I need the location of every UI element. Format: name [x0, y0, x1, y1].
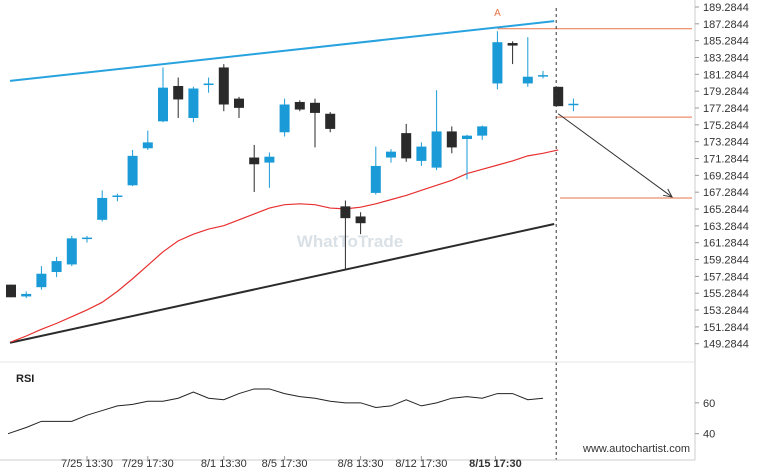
price-tick-label: 151.2844 — [703, 322, 749, 334]
candle-body — [492, 42, 503, 84]
price-tick-label: 173.2844 — [703, 137, 749, 149]
rsi-label: RSI — [16, 373, 34, 385]
price-tick-label: 157.2844 — [703, 271, 749, 283]
candle-body — [173, 85, 184, 100]
candle-body — [36, 273, 47, 288]
candle-body — [477, 126, 488, 136]
candles — [6, 31, 579, 299]
rsi-tick-label: 60 — [703, 398, 715, 410]
time-tick-label: 8/8 13:30 — [338, 458, 384, 470]
candle-body — [218, 67, 229, 105]
forecast-arrow-head — [663, 188, 673, 198]
candle-body — [264, 156, 275, 163]
price-tick-label: 183.2844 — [703, 52, 749, 64]
candle-body — [370, 165, 381, 193]
price-tick-label: 163.2844 — [703, 221, 749, 233]
candle-body — [340, 206, 351, 219]
candle-body — [234, 98, 244, 108]
watermark-text: WhatToTrade — [297, 232, 403, 251]
candle-body — [51, 261, 62, 273]
support-resistance-levels — [497, 28, 692, 199]
candle-body — [386, 151, 396, 158]
candle-body — [462, 135, 472, 140]
candle-body — [553, 86, 564, 107]
candle-body — [294, 101, 305, 110]
price-tick-label: 155.2844 — [703, 288, 749, 300]
candle-body — [507, 43, 518, 46]
candle-body — [127, 155, 138, 186]
time-tick-label: 8/12 17:30 — [395, 458, 447, 470]
candle-body — [249, 157, 260, 165]
price-tick-label: 179.2844 — [703, 86, 749, 98]
candle-body — [142, 142, 153, 149]
candle-body — [279, 104, 290, 133]
price-tick-label: 161.2844 — [703, 238, 749, 250]
forecast-arrow — [557, 113, 673, 198]
moving-average — [10, 149, 559, 343]
price-tick-label: 153.2844 — [703, 305, 749, 317]
candle-body — [310, 102, 320, 113]
price-tick-label: 171.2844 — [703, 154, 749, 166]
candle-body — [97, 197, 108, 220]
candle-body — [158, 87, 168, 122]
time-tick-label: 7/25 13:30 — [61, 458, 113, 470]
candle-body — [416, 146, 427, 161]
time-tick-label: 8/1 13:30 — [201, 458, 247, 470]
price-tick-label: 167.2844 — [703, 187, 749, 199]
price-tick-label: 177.2844 — [703, 103, 749, 115]
credit-text: www.autochartist.com — [582, 443, 690, 455]
candle-body — [66, 238, 77, 265]
price-tick-label: 165.2844 — [703, 204, 749, 216]
rsi-line — [7, 388, 544, 435]
moving-average-line — [10, 149, 559, 343]
trend-lines — [9, 20, 555, 344]
rsi-tick-label: 40 — [703, 429, 715, 441]
candle-body — [355, 216, 366, 224]
candle-body — [188, 88, 199, 118]
candle-body — [522, 76, 533, 84]
watermark: WhatToTrade — [297, 232, 403, 251]
rsi-panel: RSI 60 40 — [0, 361, 715, 441]
forecast-overlay: A — [494, 8, 673, 460]
price-axis: 189.2844 187.2844 185.2844 183.2844 181.2844… — [694, 0, 749, 460]
candle-body — [6, 284, 16, 298]
price-tick-label: 187.2844 — [703, 19, 749, 31]
candle-body — [21, 293, 32, 297]
price-tick-label: 181.2844 — [703, 69, 749, 81]
price-tick-label: 169.2844 — [703, 170, 749, 182]
upper-trend-line — [9, 20, 555, 82]
pattern-marker-label: A — [494, 8, 501, 19]
price-tick-label: 159.2844 — [703, 255, 749, 267]
time-tick-label: 8/5 17:30 — [262, 458, 308, 470]
time-tick-label: 7/29 17:30 — [122, 458, 174, 470]
candle-body — [325, 113, 336, 129]
time-axis: 7/25 13:30 7/29 17:30 8/1 13:30 8/5 17:30 8/… — [0, 456, 695, 470]
price-tick-label: 149.2844 — [703, 339, 749, 351]
price-tick-label: 189.2844 — [703, 2, 749, 14]
candle-body — [431, 131, 442, 168]
candle-body — [401, 133, 412, 159]
lower-trend-line — [9, 223, 555, 344]
time-tick-label: 8/15 17:30 — [469, 458, 522, 470]
candle-body — [446, 131, 457, 148]
price-tick-label: 175.2844 — [703, 120, 749, 132]
price-tick-label: 185.2844 — [703, 36, 749, 48]
